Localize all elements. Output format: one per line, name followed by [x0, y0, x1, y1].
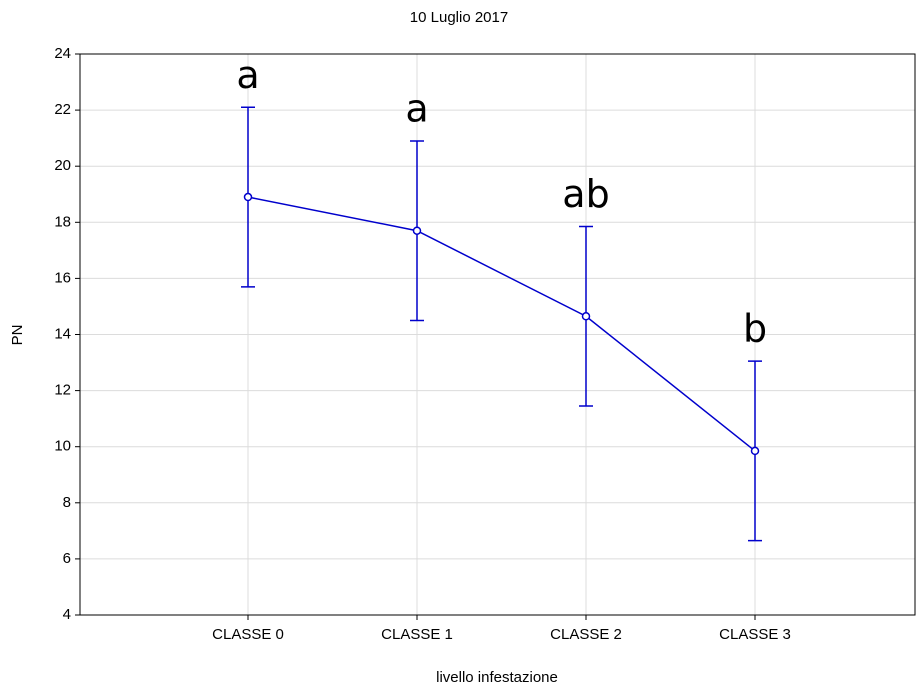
- line: [247, 196, 756, 452]
- annotation: a: [405, 86, 428, 130]
- point: [581, 312, 591, 321]
- annotation: a: [236, 53, 259, 97]
- y-tick-label: 22: [54, 101, 71, 118]
- y-tick-label: 6: [63, 550, 71, 567]
- annotation: b: [743, 307, 767, 351]
- point: [243, 192, 253, 202]
- x-tick-label: CLASSE 3: [719, 626, 791, 643]
- y-tick-label: 16: [54, 269, 71, 286]
- y-axis-label: PN: [9, 325, 26, 346]
- y-tick-label: 20: [54, 157, 71, 174]
- point: [412, 226, 422, 235]
- y-tick-label: 10: [54, 438, 71, 455]
- y-tick-label: 24: [54, 45, 71, 62]
- chart-title: 10 Luglio 2017: [410, 9, 508, 26]
- y-tick-label: 4: [63, 606, 71, 623]
- x-axis-label: livello infestazione: [436, 669, 558, 686]
- x-tick-label: CLASSE 2: [550, 626, 622, 643]
- x-tick-label: CLASSE 1: [381, 626, 453, 643]
- point: [750, 446, 760, 456]
- y-tick-label: 8: [63, 494, 71, 511]
- y-tick-label: 12: [54, 382, 71, 399]
- x-tick-label: CLASSE 0: [212, 626, 284, 643]
- y-tick-label: 18: [54, 213, 71, 230]
- y-tick-label: 14: [54, 325, 71, 342]
- plot-frame: [79, 53, 916, 616]
- annotation: ab: [562, 172, 609, 216]
